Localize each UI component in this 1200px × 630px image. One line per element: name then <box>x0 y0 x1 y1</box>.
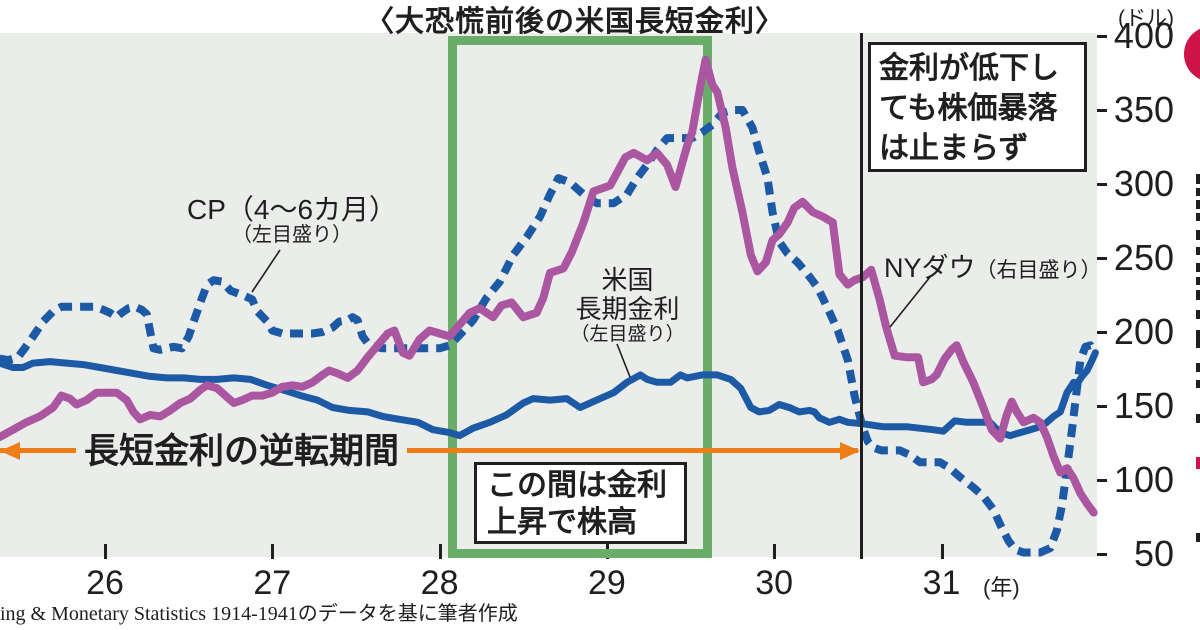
x-axis-tick-label: 29 <box>587 564 626 602</box>
right-axis-tick <box>1097 553 1107 556</box>
us-long-rate-label-line1: 米国 <box>601 265 654 295</box>
clipped-text-fragment <box>1196 263 1200 272</box>
clipped-text-fragment <box>1196 533 1200 542</box>
arrow-left-head-icon <box>0 442 20 460</box>
ny-dow-label-sub: （右目盛り） <box>975 259 1102 282</box>
clipped-text-fragment <box>1196 310 1200 319</box>
clipped-text-fragment <box>1196 247 1200 255</box>
x-axis-tick-label: 27 <box>253 564 292 602</box>
us-long-rate-label-line2: 長期金利 <box>575 294 680 324</box>
right-axis-tick <box>1097 331 1107 334</box>
clipped-text-fragment <box>1196 277 1200 285</box>
clipped-text-fragment <box>1196 414 1200 423</box>
right-axis-tick-label: 150 <box>1113 385 1174 426</box>
note-line: 上昇で株高 <box>487 506 637 539</box>
x-axis-tick-label: 31 <box>922 564 961 602</box>
right-axis-tick-label: 200 <box>1113 311 1174 352</box>
cp-series-label: CP（4〜6カ月） （左目盛り） <box>180 195 404 246</box>
note-line: は止まらず <box>879 132 1029 165</box>
ny-dow-label: NYダウ（右目盛り） <box>884 246 1102 285</box>
x-axis-tick <box>773 544 777 559</box>
clipped-text-fragment <box>1196 363 1200 372</box>
right-axis-tick <box>1097 109 1107 112</box>
clipped-text-fragment <box>1196 174 1200 184</box>
clipped-text-fragment <box>1196 457 1200 469</box>
right-axis-tick-label: 300 <box>1113 163 1174 204</box>
x-axis-tick <box>104 544 107 559</box>
right-axis-tick-label: 400 <box>1113 15 1174 56</box>
note-line: ても株価暴落 <box>879 92 1058 125</box>
x-axis-tick <box>438 544 442 559</box>
right-axis-tick-label: 350 <box>1113 89 1174 130</box>
right-axis-tick <box>1097 479 1107 482</box>
clipped-red-badge-icon <box>1184 26 1200 82</box>
inversion-period-label: 長短金利の逆転期間 <box>76 432 408 472</box>
cp-series-label-sub: （左目盛り） <box>232 224 352 246</box>
clipped-text-fragment <box>1196 230 1200 240</box>
x-axis-tick-label: 28 <box>420 564 459 602</box>
us-long-rate-label-sub: （左目盛り） <box>570 324 685 345</box>
x-axis-tick <box>940 544 944 559</box>
x-axis-tick-label: 26 <box>86 564 124 602</box>
clipped-text-fragment <box>1196 188 1200 196</box>
clipped-text-fragment <box>1196 200 1200 209</box>
arrow-right-head-icon <box>840 442 860 460</box>
right-axis-unit-label: (ドル) <box>1118 7 1174 30</box>
note-line: この間は金利 <box>487 469 667 502</box>
ny-dow-label-main: NYダウ <box>884 253 976 283</box>
right-axis-tick-label: 100 <box>1113 459 1174 500</box>
right-axis-tick <box>1097 405 1107 408</box>
clipped-text-fragment <box>1196 290 1200 300</box>
rates-fall-crash-note: 金利が低下し ても株価暴落 は止まらず <box>868 42 1087 172</box>
right-axis-tick-label: 250 <box>1113 237 1174 278</box>
clipped-text-fragment <box>1196 380 1200 388</box>
us-long-rate-label: 米国 長期金利 （左目盛り） <box>545 266 710 346</box>
crash-divider-line <box>860 33 863 559</box>
rates-rise-stocks-up-note: この間は金利 上昇で株高 <box>474 462 687 544</box>
chart-title: 〈大恐慌前後の米国長短金利〉 <box>364 6 785 38</box>
x-axis-unit-label: (年) <box>983 575 1020 600</box>
right-axis-tick-label: 50 <box>1133 533 1174 574</box>
x-axis-tick <box>271 544 275 559</box>
clipped-text-fragment <box>1196 330 1200 348</box>
right-axis-tick <box>1097 257 1107 260</box>
right-axis-tick <box>1097 35 1107 38</box>
note-line: 金利が低下し <box>879 52 1059 85</box>
cp-series-label-main: CP（4〜6カ月） <box>186 194 398 225</box>
x-axis-tick-label: 30 <box>755 564 794 602</box>
right-axis-tick <box>1097 183 1107 186</box>
source-credit: ing & Monetary Statistics 1914-1941のデータを… <box>0 603 518 625</box>
clipped-text-fragment <box>1196 213 1200 221</box>
